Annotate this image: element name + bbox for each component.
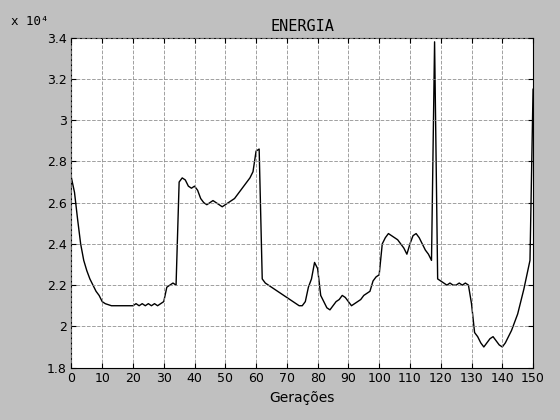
X-axis label: Gerações: Gerações [269, 391, 335, 405]
Title: ENERGIA: ENERGIA [270, 19, 334, 34]
Text: x 10⁴: x 10⁴ [11, 15, 49, 28]
